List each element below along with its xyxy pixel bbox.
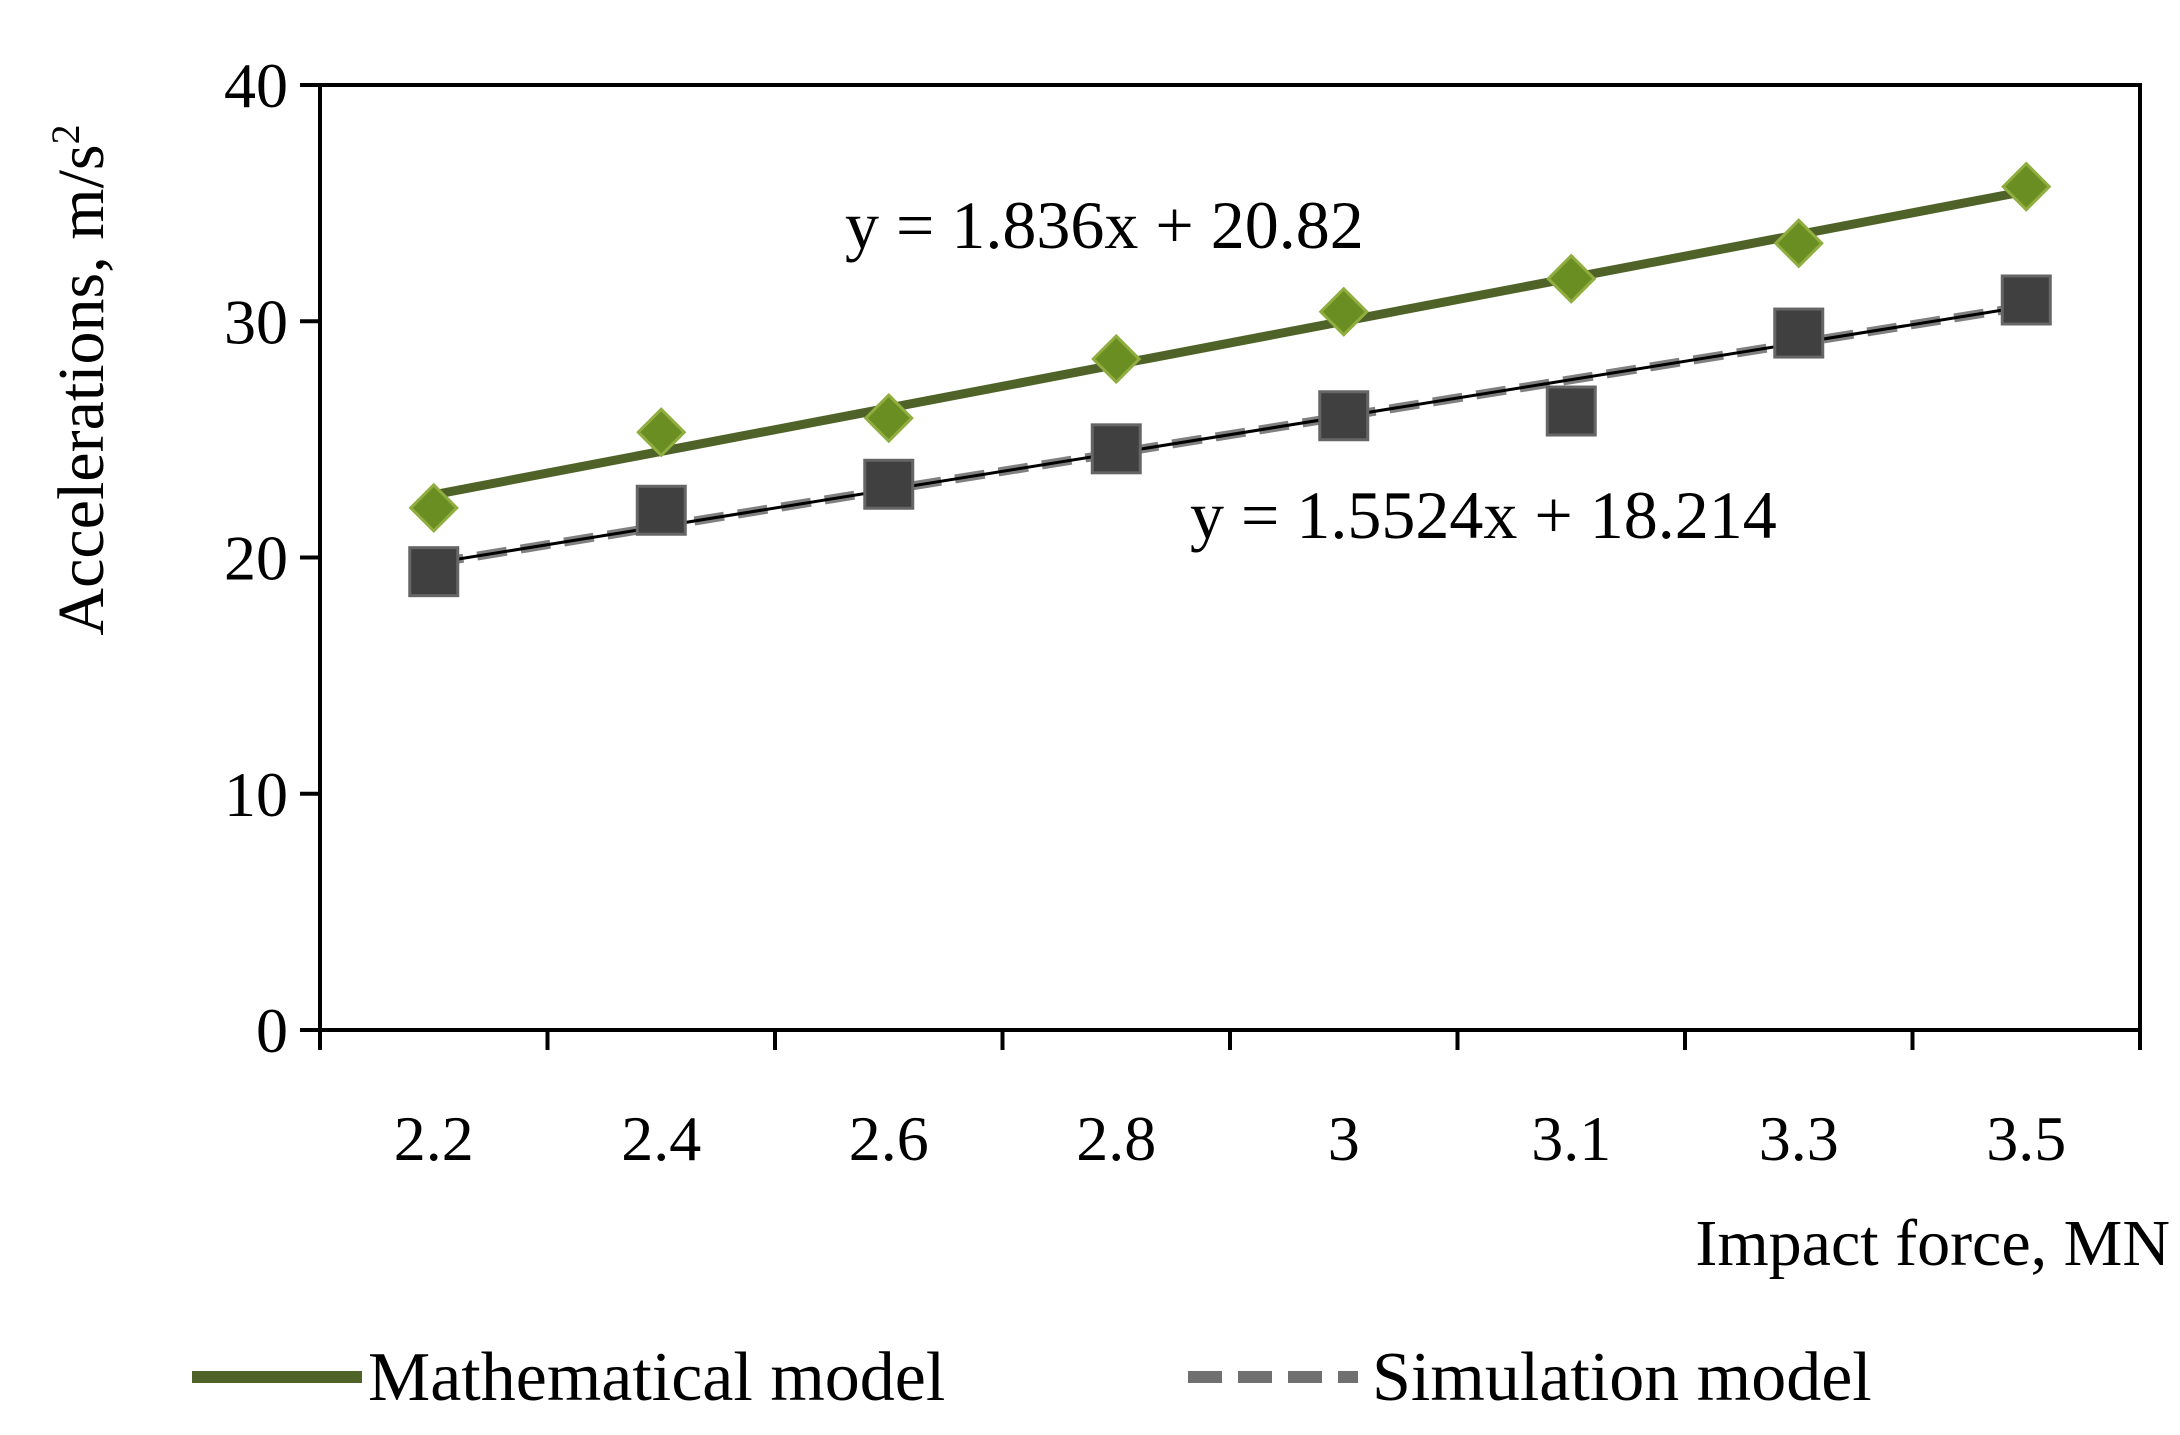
trendlines <box>432 186 2028 568</box>
mathematical-point <box>1546 253 1597 304</box>
simulation-point <box>635 484 687 536</box>
mathematical-point <box>408 482 459 534</box>
simulation-point <box>863 458 915 510</box>
y-axis-label: Accelerations, m/s2 <box>43 124 118 635</box>
x-tick-label: 3.5 <box>1986 1103 2066 1174</box>
legend-label-math: Mathematical model <box>368 1339 945 1416</box>
plot-area <box>318 83 2142 1032</box>
x-tick-label: 3.3 <box>1759 1103 1839 1174</box>
x-tick-label: 2.2 <box>394 1103 474 1174</box>
mathematical-point <box>1773 218 1824 269</box>
x-axis: 2.2 2.4 2.6 2.8 3 3.1 3.3 3.5 <box>318 1030 2142 1174</box>
y-axis-label-text: Accelerations, m/s <box>45 144 118 635</box>
mathematical-point <box>1091 333 1142 385</box>
mathematical-point <box>863 392 914 444</box>
math-equation-label: y = 1.836x + 20.82 <box>845 187 1364 263</box>
markers <box>408 161 2052 598</box>
simulation-point <box>1773 307 1825 359</box>
simulation-point <box>1318 390 1370 442</box>
x-tick-label: 2.8 <box>1076 1103 1156 1174</box>
legend: Mathematical model Simulation model <box>192 1339 1872 1416</box>
y-tick-label: 40 <box>224 50 288 121</box>
sim-equation-label: y = 1.5524x + 18.214 <box>1190 477 1777 553</box>
y-tick-label: 20 <box>224 523 288 594</box>
simulation-trendline-core <box>433 304 2027 565</box>
simulation-point <box>1545 385 1597 437</box>
x-tick-label: 3 <box>1328 1103 1360 1174</box>
y-axis-label-superscript: 2 <box>43 124 88 144</box>
simulation-point <box>408 546 460 598</box>
mathematical-point <box>1318 286 1369 337</box>
mathematical-point <box>636 407 687 458</box>
x-tick-label: 2.4 <box>621 1103 701 1174</box>
x-axis-label: Impact force, MN <box>1695 1207 2170 1280</box>
legend-label-sim: Simulation model <box>1372 1339 1872 1416</box>
simulation-point <box>2000 274 2052 326</box>
x-tick-label: 3.1 <box>1531 1103 1611 1174</box>
y-tick-label: 0 <box>256 995 288 1066</box>
y-axis: 0 10 20 30 40 <box>224 50 320 1066</box>
mathematical-trendline <box>432 186 2028 500</box>
simulation-point <box>1090 423 1142 475</box>
mathematical-point <box>2001 161 2052 212</box>
y-tick-label: 10 <box>224 759 288 830</box>
x-tick-label: 2.6 <box>849 1103 929 1174</box>
y-tick-label: 30 <box>224 286 288 357</box>
